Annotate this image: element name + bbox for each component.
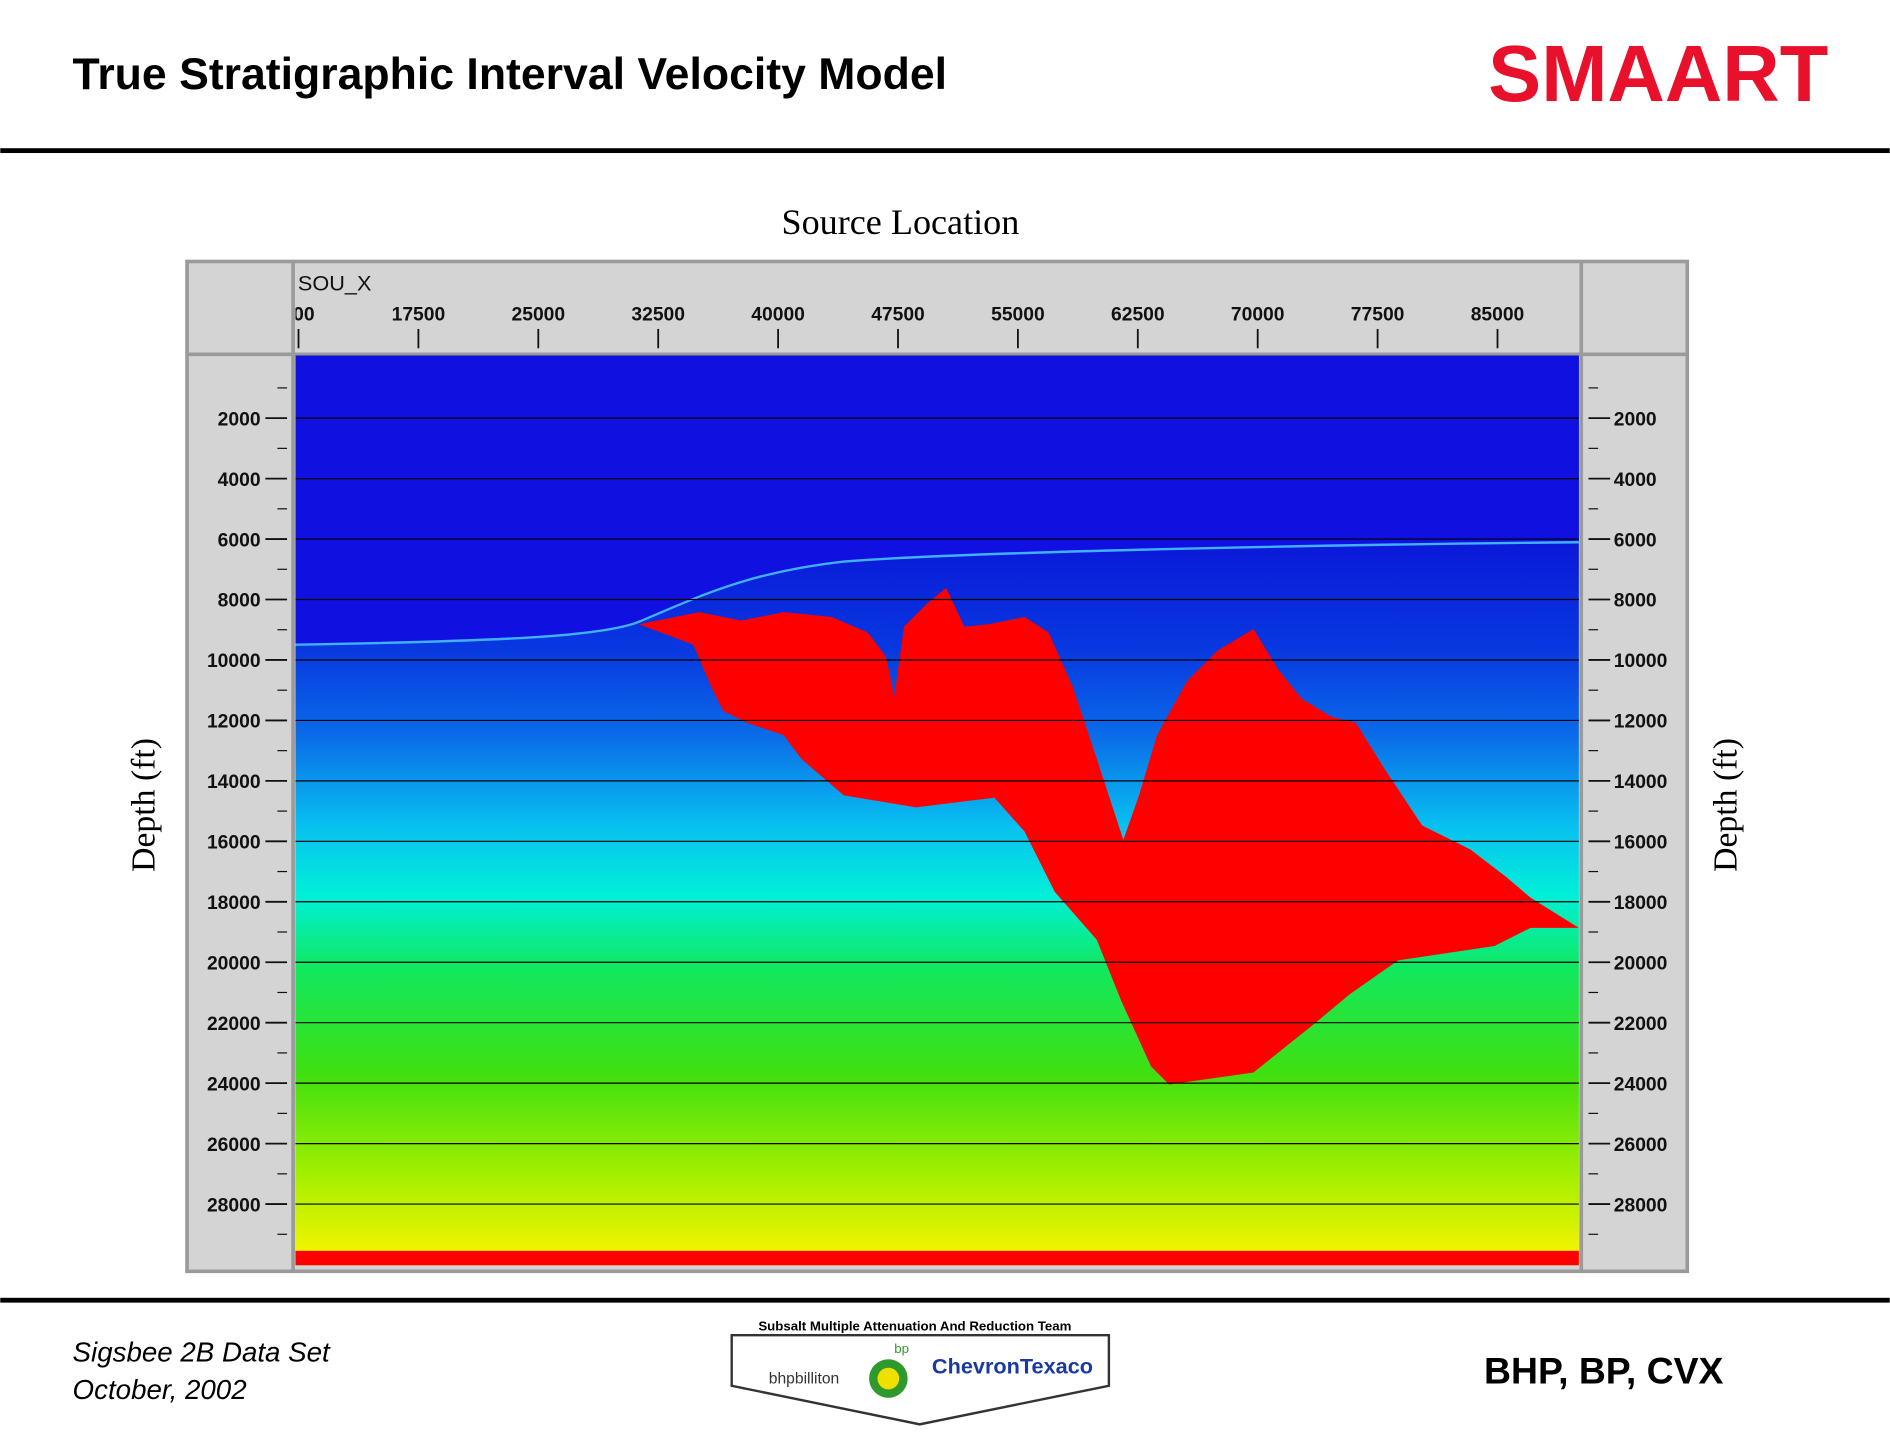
partners: BHP, BP, CVX (1484, 1349, 1723, 1391)
x-tick-label: 55000 (991, 305, 1045, 326)
bottom-layer (295, 1250, 1579, 1266)
y-tick-label: 24000 (1614, 1074, 1668, 1095)
y-tick-label: 26000 (1614, 1135, 1668, 1156)
x-tick-label: 62500 (1111, 305, 1165, 326)
figure-title: Source Location (781, 202, 1019, 242)
salt-body (638, 588, 1579, 1085)
y-tick-label: 24000 (207, 1074, 261, 1095)
x-tick-label: 25000 (512, 305, 566, 326)
bp-sun-core (877, 1367, 900, 1390)
footer-rule (0, 1297, 1890, 1303)
water (295, 355, 1579, 645)
y-tick-label: 28000 (1614, 1195, 1668, 1216)
x-tick-label: 40000 (751, 305, 805, 326)
y-tick-label: 18000 (1614, 893, 1668, 914)
y-tick-label: 20000 (207, 953, 261, 974)
water-bottom (295, 541, 1579, 646)
x-tick-label: 77500 (1351, 305, 1405, 326)
brand: SMAART (1488, 29, 1828, 118)
date: October, 2002 (73, 1374, 247, 1405)
y-tick-label: 4000 (1614, 470, 1657, 491)
logo-bhp: bhpbilliton (769, 1370, 840, 1387)
y-tick-label: 28000 (207, 1195, 261, 1216)
x-tick-label: 32500 (631, 305, 685, 326)
x-tick-label: 17500 (392, 305, 446, 326)
logo-cvx: ChevronTexaco (932, 1354, 1093, 1379)
y-tick-label: 12000 (207, 712, 261, 733)
slide-title: True Stratigraphic Interval Velocity Mod… (73, 50, 947, 99)
dataset: Sigsbee 2B Data Set (73, 1337, 331, 1368)
y-tick-label: 10000 (207, 651, 261, 672)
y-tick-label: 6000 (218, 530, 261, 551)
y-tick-label: 10000 (1614, 651, 1668, 672)
y-tick-label: 26000 (207, 1135, 261, 1156)
y-tick-label: 6000 (1614, 530, 1657, 551)
y-tick-label: 18000 (207, 893, 261, 914)
logo-badge (730, 1333, 1111, 1426)
y-axis-label: Depth (ft) (1708, 738, 1745, 872)
y-tick-label: 8000 (1614, 591, 1657, 612)
y-tick-label: 8000 (218, 591, 261, 612)
y-tick-label: 4000 (218, 470, 261, 491)
y-tick-label: 14000 (207, 772, 261, 793)
y-tick-label: 16000 (207, 833, 261, 854)
x-tick-label: 000 (282, 305, 314, 326)
y-tick-label: 2000 (1614, 409, 1657, 430)
x-ticks: 000 17500 25000 32500 40000 47500 55000 62500 70… (282, 305, 1525, 326)
x-tick-label: 70000 (1231, 305, 1285, 326)
y-tick-label: 22000 (1614, 1014, 1668, 1035)
x-tick-label: 85000 (1471, 305, 1525, 326)
y-tick-label: 20000 (1614, 953, 1668, 974)
y-tick-label: 22000 (207, 1014, 261, 1035)
x-tick-label: 47500 (871, 305, 925, 326)
header-rule (0, 148, 1890, 154)
y-tick-label: 12000 (1614, 712, 1668, 733)
velocity-model (295, 355, 1579, 1266)
y-tick-label: 16000 (1614, 833, 1668, 854)
x-axis-label: SOU_X (298, 270, 372, 295)
logo-bp: bp (894, 1341, 909, 1356)
y-tick-label: 2000 (218, 409, 261, 430)
y-tick-label: 14000 (1614, 772, 1668, 793)
team-name: Subsalt Multiple Attenuation And Reducti… (758, 1318, 1071, 1333)
y-axis-label: Depth (ft) (126, 738, 163, 872)
